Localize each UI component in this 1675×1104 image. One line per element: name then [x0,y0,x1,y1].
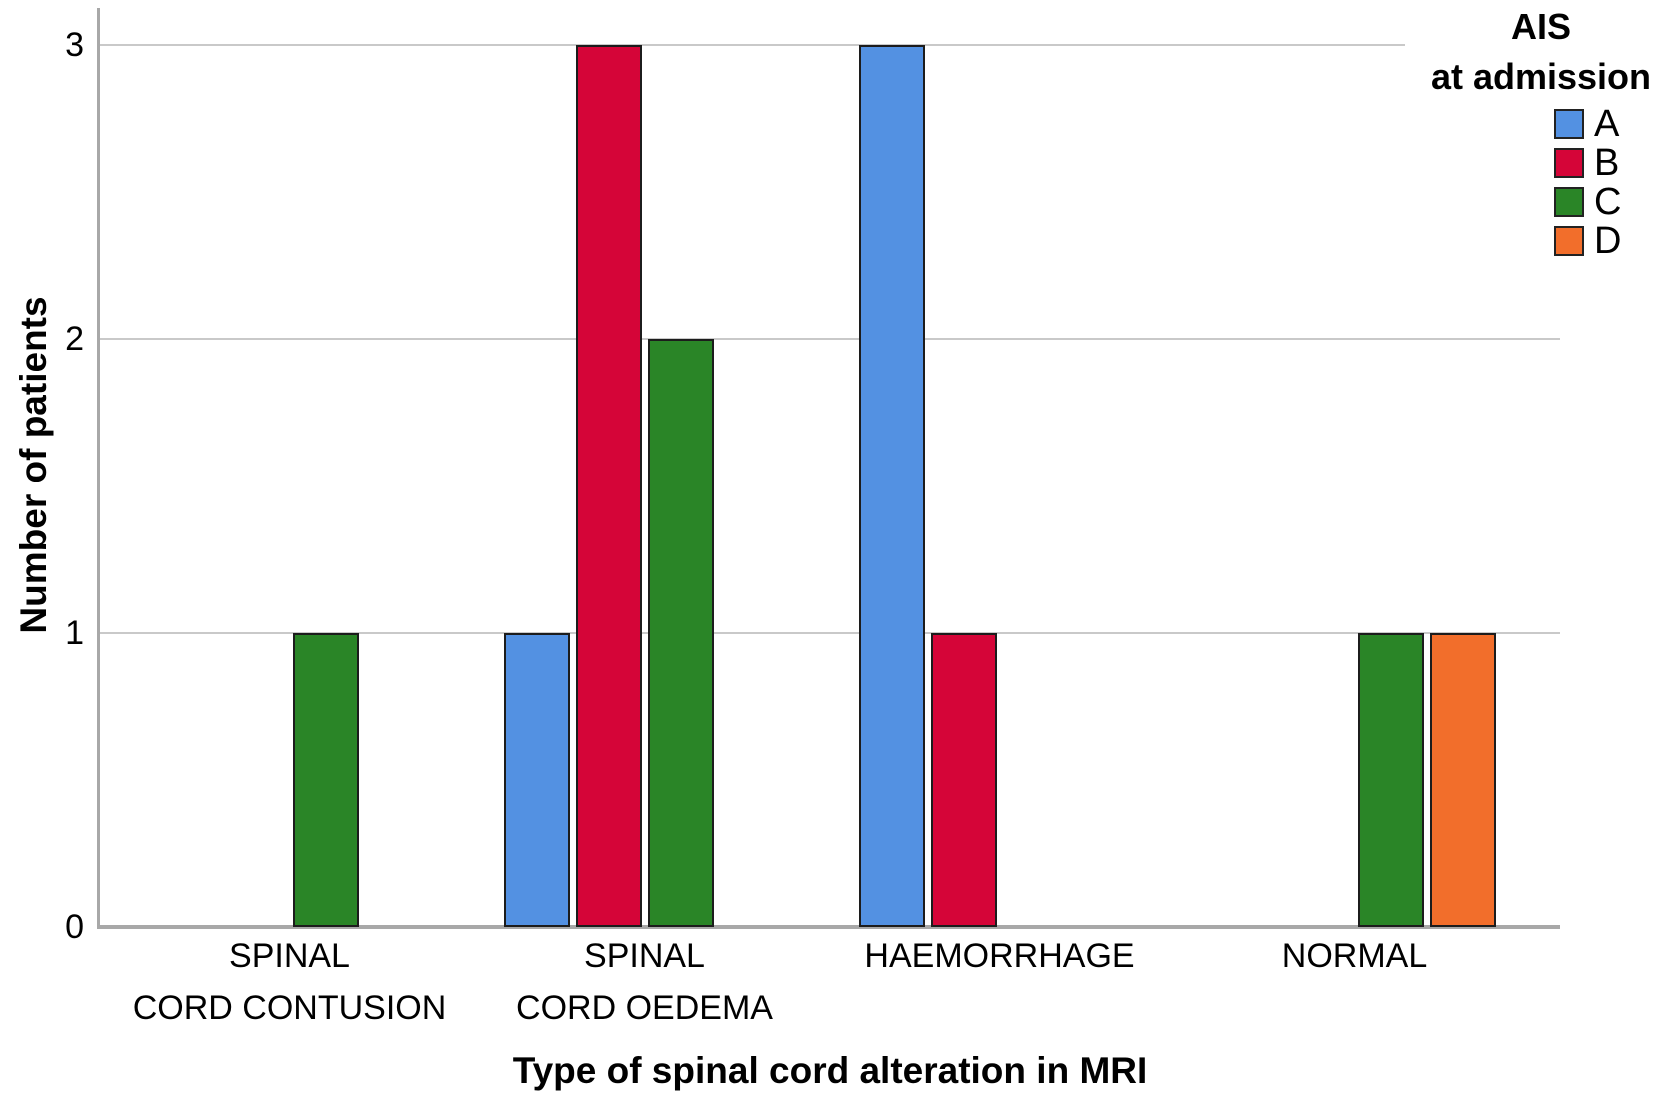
legend-swatch-A [1554,109,1584,139]
y-tick-label-1: 1 [65,614,84,652]
legend-entry-C: C [1554,181,1622,223]
legend-title-line2: at admission [1430,56,1652,97]
x-axis-title: Type of spinal cord alteration in MRI [512,1050,1148,1091]
legend-label-A: A [1594,103,1620,145]
legend-title: AIS at admission [1405,0,1675,102]
bar-C-normal [1357,633,1424,927]
legend-label-D: D [1594,220,1622,262]
legend-swatch-B [1554,148,1584,178]
legend-label-C: C [1594,181,1622,223]
legend-swatch-D [1554,226,1584,256]
legend-title-line1: AIS [1510,6,1571,47]
x-tick-label-line: SPINAL [229,937,350,975]
x-tick-label-3: NORMAL [1125,930,1585,982]
x-tick-label-0: SPINAL CORD CONTUSION [60,930,520,1034]
legend-entry-D: D [1554,220,1622,262]
bar-A-haemorrhage [858,45,925,927]
bar-A-spinal-cord-oedema [503,633,570,927]
y-axis-line [97,8,100,927]
bar-B-haemorrhage [930,633,997,927]
y-axis-title: Number of patients [13,296,54,634]
x-tick-label-1: SPINAL CORD OEDEMA [415,930,875,1034]
x-tick-label-line: CORD CONTUSION [132,989,447,1027]
bar-B-spinal-cord-oedema [575,45,642,927]
y-tick-label-2: 2 [65,320,84,358]
legend-swatch-C [1554,187,1584,217]
legend-entry-A: A [1554,103,1621,145]
gridline-1 [100,632,1560,634]
y-tick-label-3: 3 [65,26,84,64]
bar-D-normal [1429,633,1496,927]
gridline-2 [100,338,1560,340]
legend-label-B: B [1594,142,1620,184]
bar-C-spinal-cord-contusion [292,633,359,927]
legend-entry-B: B [1554,142,1621,184]
x-tick-label-line: SPINAL [584,937,705,975]
x-tick-label-line: NORMAL [1281,937,1428,975]
x-tick-label-2: HAEMORRHAGE [770,930,1230,982]
x-tick-label-line: HAEMORRHAGE [864,937,1135,975]
bar-C-spinal-cord-oedema [647,339,714,927]
x-axis-line [97,925,1560,929]
gridline-3 [100,44,1483,46]
y-tick-label-0: 0 [65,908,84,946]
x-tick-label-line: CORD OEDEMA [516,989,773,1027]
